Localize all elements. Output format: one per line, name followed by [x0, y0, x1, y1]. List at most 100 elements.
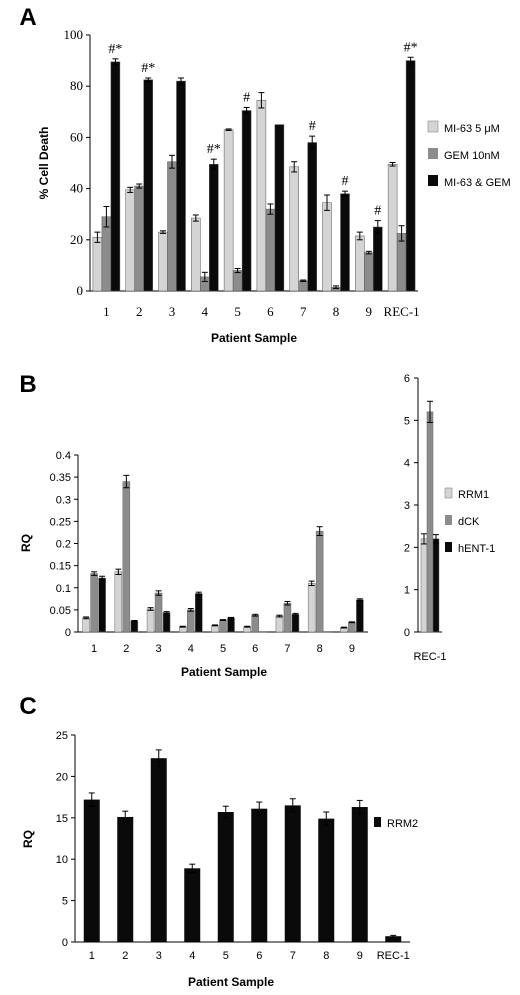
x-tick-label: 2 [123, 643, 129, 655]
x-axis-title: Patient Sample [181, 665, 267, 679]
bar [307, 583, 316, 633]
x-tick-label: 4 [189, 950, 195, 962]
x-tick-label: 1 [89, 950, 95, 962]
bar [117, 816, 134, 942]
bar [265, 208, 276, 292]
x-tick-label: 6 [252, 643, 258, 655]
x-tick-label: 7 [290, 950, 296, 962]
bar [348, 622, 356, 633]
y-tick-label: 0 [77, 283, 84, 298]
x-tick-label: 4 [188, 643, 194, 655]
y-tick-label: 0.3 [56, 494, 71, 506]
significance-marker: #* [141, 61, 155, 76]
y-tick-label: 80 [70, 78, 83, 93]
significance-marker: #* [108, 42, 122, 57]
bar [158, 231, 168, 292]
panel-letter: C [19, 693, 36, 720]
y-tick-label: 5 [62, 896, 68, 908]
bar [373, 226, 383, 292]
y-tick-label: 0 [62, 937, 68, 949]
bar [134, 185, 144, 292]
x-tick-label: REC-1 [384, 304, 420, 319]
bar [355, 235, 365, 292]
x-tick-label: REC-1 [413, 651, 446, 663]
legend-swatch [428, 175, 438, 186]
legend-swatch [374, 817, 381, 827]
y-axis-title: RQ [19, 534, 33, 552]
x-tick-label: 9 [357, 950, 363, 962]
legend-label: RRM1 [458, 489, 489, 501]
y-tick-label: 10 [56, 854, 68, 866]
bar [101, 216, 112, 292]
legend-label: MI-63 5 μM [444, 123, 500, 135]
panel-b-inset: 0 1 2 3 4 5 6 REC-1 [404, 373, 447, 663]
bar [256, 100, 267, 292]
x-tick-label: 5 [220, 643, 226, 655]
bar [275, 615, 284, 633]
bar [385, 936, 402, 942]
bar [90, 573, 98, 633]
panel-letter: A [19, 4, 36, 31]
bar [396, 233, 407, 292]
bar [143, 79, 153, 292]
bar [284, 805, 301, 942]
bar [217, 812, 234, 942]
y-tick-label: 0.25 [50, 516, 71, 528]
x-tick-label: 7 [284, 643, 290, 655]
legend-label: hENT-1 [458, 543, 495, 555]
bar [298, 280, 308, 292]
bar [176, 80, 186, 292]
bar [426, 411, 434, 633]
y-tick-label: 0 [404, 627, 410, 639]
bar [291, 614, 300, 633]
bar [209, 164, 219, 292]
legend-label: dCK [458, 516, 480, 528]
bar [420, 538, 428, 633]
y-tick-label: 5 [404, 415, 410, 427]
panel-a: A 0 20 40 60 80 100 1 2 3 4 5 6 7 8 9 REC-1 #* #* #* # # # # #*%… [19, 4, 510, 345]
y-axis-title: RQ [21, 830, 35, 848]
x-tick-label: 2 [136, 304, 143, 319]
legend-label: RRM2 [387, 818, 418, 830]
bar [184, 868, 201, 942]
bar [432, 538, 440, 633]
significance-marker: # [309, 119, 316, 134]
x-tick-label: REC-1 [377, 950, 410, 962]
bar [211, 625, 219, 633]
legend-swatch [427, 120, 439, 133]
panel-b: B 0 0.05 0.1 0.15 0.2 0.25 0.3 0.35 0.4 1 2 3 4 5 6 7 8 9 R… [19, 371, 495, 679]
bar [150, 758, 167, 942]
x-tick-label: 3 [169, 304, 176, 319]
bar [322, 202, 332, 292]
bar [122, 481, 131, 633]
x-axis-title: Patient Sample [211, 331, 297, 345]
bar [387, 164, 398, 292]
y-tick-label: 2 [404, 542, 410, 554]
legend-label: GEM 10nM [444, 150, 500, 162]
significance-marker: # [374, 204, 381, 219]
bar [364, 252, 374, 292]
bar [405, 60, 416, 292]
bar [283, 602, 292, 633]
y-tick-label: 1 [404, 585, 410, 597]
bar [167, 161, 177, 292]
bar [274, 124, 285, 292]
bar [82, 617, 90, 633]
panel-c: C 0 5 10 15 20 25 1 2 3 4 5 6 7 8 9 REC-1 RQ Patient Sampl… [19, 693, 418, 989]
x-tick-label: 8 [333, 304, 340, 319]
y-tick-label: 0.2 [56, 539, 71, 551]
y-tick-label: 0.35 [50, 472, 71, 484]
bar [110, 61, 121, 292]
bar [219, 619, 227, 633]
significance-marker: #* [404, 40, 418, 55]
significance-marker: # [243, 90, 250, 105]
bar [114, 571, 123, 633]
bar [195, 593, 203, 633]
x-tick-label: 7 [300, 304, 307, 319]
x-tick-label: 2 [122, 950, 128, 962]
bar [251, 808, 268, 942]
y-tick-label: 0 [65, 627, 71, 639]
bar [323, 631, 332, 633]
x-tick-label: 9 [366, 304, 373, 319]
